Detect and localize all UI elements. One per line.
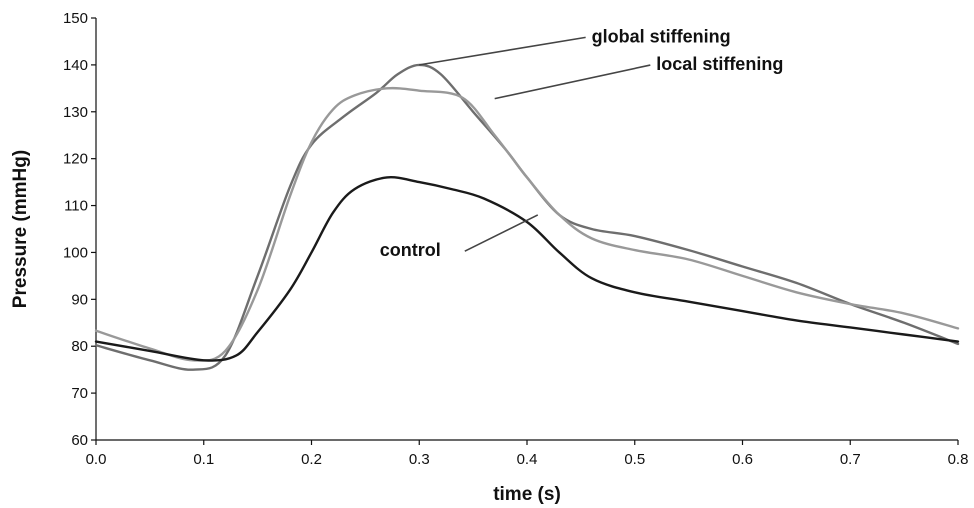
leader-line-local-stiffening	[494, 64, 651, 100]
y-tick-label: 60	[71, 432, 88, 449]
y-ticks: 60 70 80 90 100 110 120 130 140 150	[63, 10, 96, 449]
x-tick-label: 0.6	[732, 451, 753, 468]
series-layer	[94, 63, 960, 371]
y-tick-label: 90	[71, 291, 88, 308]
y-axis-title: Pressure (mmHg)	[10, 150, 31, 308]
x-tick-label: 0.1	[193, 451, 214, 468]
x-ticks: 0.0 0.1 0.2 0.3 0.4 0.5 0.6 0.7 0.8	[86, 440, 969, 468]
y-tick-label: 130	[63, 104, 88, 121]
x-axis-title: time (s)	[493, 484, 561, 505]
annotation-global-stiffening: global stiffening	[592, 26, 731, 46]
y-tick-label: 80	[71, 338, 88, 355]
x-tick-label: 0.5	[624, 451, 645, 468]
series-line-control	[94, 176, 960, 362]
x-tick-label: 0.0	[86, 451, 107, 468]
leader-line-global-stiffening	[419, 36, 586, 66]
x-tick-label: 0.2	[301, 451, 322, 468]
x-tick-label: 0.4	[517, 451, 538, 468]
leader-line-control	[464, 214, 539, 252]
series-line-local-stiffening	[94, 86, 960, 362]
y-tick-label: 150	[63, 10, 88, 27]
series-line-global-stiffening	[94, 63, 960, 371]
y-tick-label: 70	[71, 385, 88, 402]
annotation-local-stiffening: local stiffening	[656, 54, 783, 74]
annotation-layer: global stiffening local stiffening control	[380, 26, 784, 260]
y-tick-label: 100	[63, 244, 88, 261]
y-tick-label: 110	[64, 198, 88, 215]
x-tick-label: 0.3	[409, 451, 430, 468]
y-tick-label: 120	[63, 151, 88, 168]
x-tick-label: 0.8	[948, 451, 969, 468]
y-tick-label: 140	[63, 57, 88, 74]
annotation-control: control	[380, 240, 441, 260]
x-tick-label: 0.7	[840, 451, 861, 468]
